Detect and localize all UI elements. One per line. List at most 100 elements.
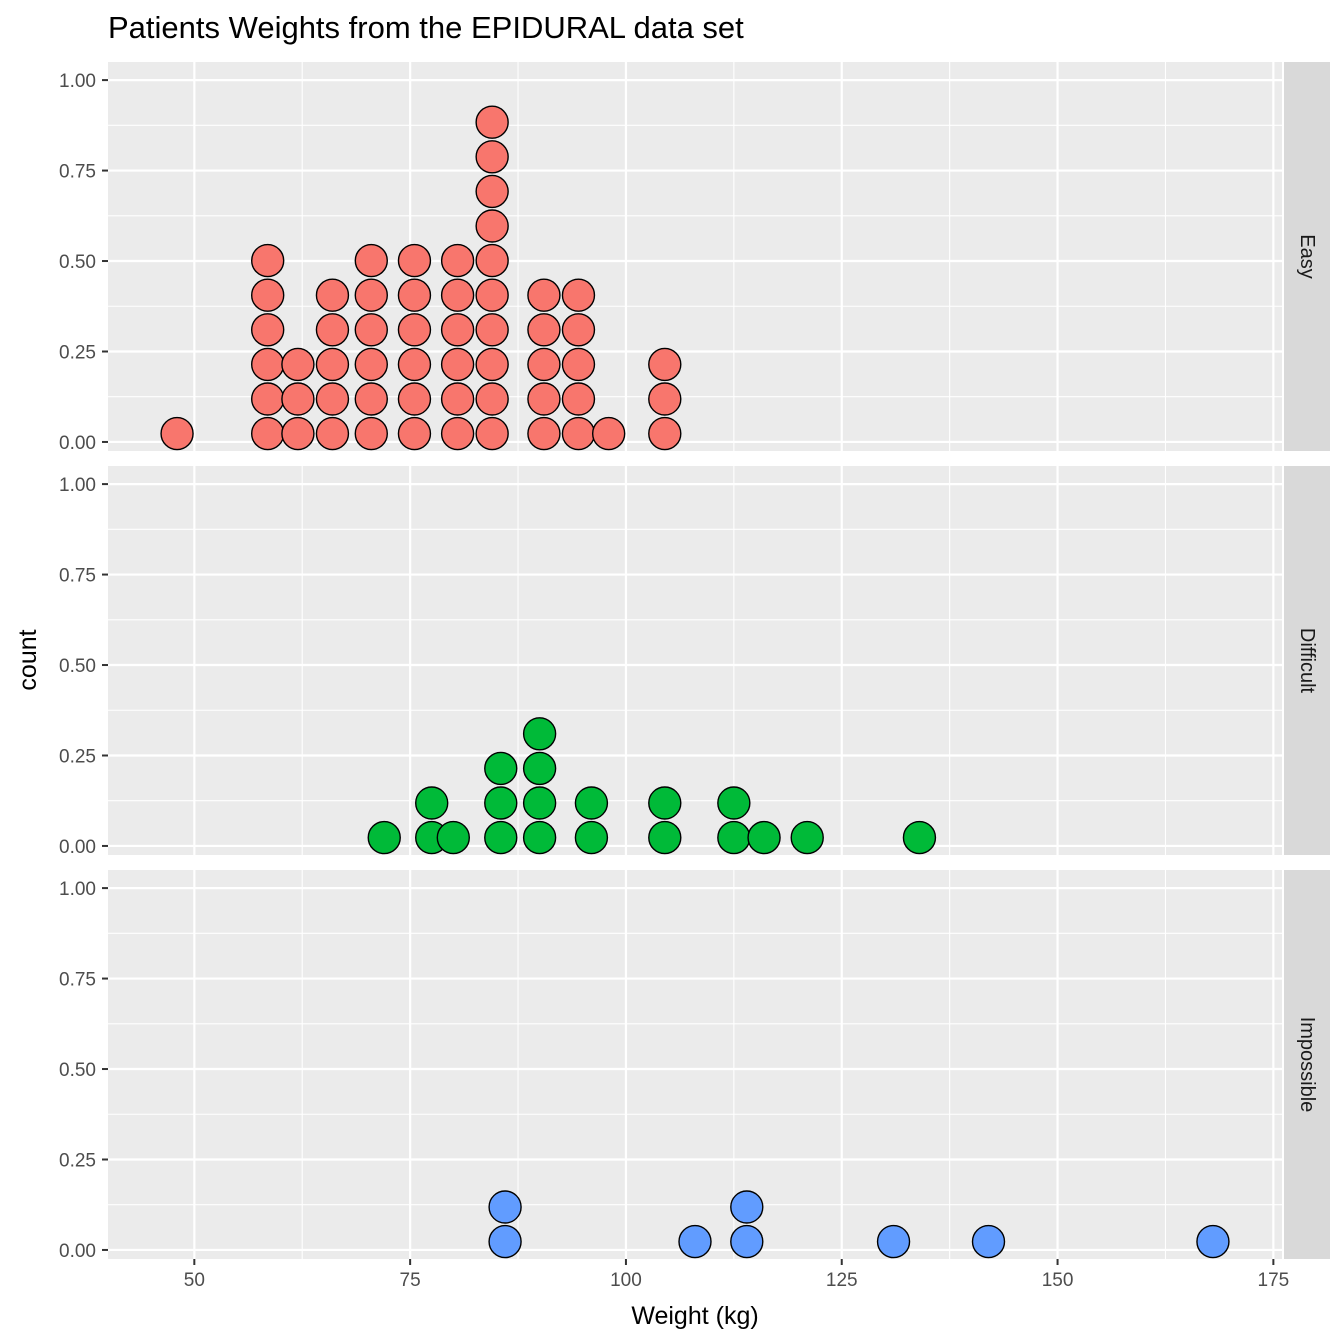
y-tick-label: 0.75 bbox=[59, 970, 96, 991]
panels-layer: 0.00 0.25 0.50 0.75 1.00 Easy 0.00 0.25 0.50 0.75… bbox=[59, 62, 1330, 1262]
data-dot bbox=[488, 1190, 522, 1224]
data-dot bbox=[527, 278, 561, 312]
data-dot bbox=[354, 243, 388, 278]
data-dot bbox=[475, 382, 509, 416]
y-tick-label: 0.00 bbox=[59, 837, 96, 858]
data-dot bbox=[397, 347, 432, 382]
data-dot bbox=[902, 820, 937, 855]
data-dot bbox=[315, 416, 350, 451]
data-dot bbox=[648, 382, 682, 416]
facet-panel-difficult: 0.00 0.25 0.50 0.75 1.00 Difficult bbox=[59, 466, 1330, 858]
y-tick-label: 1.00 bbox=[59, 71, 96, 92]
data-dot bbox=[250, 278, 285, 312]
facet-strip-label: Impossible bbox=[1296, 1017, 1318, 1113]
data-dot bbox=[250, 416, 285, 451]
data-dot bbox=[250, 243, 285, 278]
data-dot bbox=[475, 209, 509, 243]
data-dot bbox=[678, 1224, 712, 1259]
data-dot bbox=[747, 820, 781, 855]
data-dot bbox=[440, 382, 475, 416]
facet-strip-impossible bbox=[1284, 870, 1330, 1259]
data-dot bbox=[397, 313, 432, 347]
data-dot bbox=[717, 820, 751, 855]
panel-background bbox=[108, 870, 1282, 1259]
data-dot bbox=[475, 347, 509, 382]
data-dot bbox=[281, 347, 315, 382]
data-dot bbox=[475, 105, 509, 139]
data-dot bbox=[397, 382, 432, 416]
data-dot bbox=[475, 416, 509, 451]
x-tick-label: 75 bbox=[400, 1270, 421, 1291]
facet-strip-label: Easy bbox=[1296, 234, 1318, 278]
data-dot bbox=[160, 416, 194, 451]
data-dot bbox=[648, 347, 682, 382]
data-dot bbox=[315, 313, 350, 347]
facet-panel-impossible: 0.00 0.25 0.50 0.75 1.00 Impossible bbox=[59, 870, 1330, 1262]
data-dot bbox=[484, 786, 518, 820]
data-dot bbox=[397, 278, 432, 312]
y-tick-label: 1.00 bbox=[59, 475, 96, 496]
x-tick-label: 175 bbox=[1258, 1270, 1290, 1291]
y-tick-label: 0.00 bbox=[59, 1241, 96, 1262]
facet-strip-difficult bbox=[1284, 466, 1330, 855]
data-dot bbox=[522, 751, 557, 786]
data-dot bbox=[484, 820, 518, 855]
x-axis-title: Weight (kg) bbox=[631, 1302, 758, 1330]
data-dot bbox=[561, 278, 596, 312]
data-dot bbox=[527, 313, 561, 347]
data-dot bbox=[527, 347, 561, 382]
data-dot bbox=[250, 313, 285, 347]
y-tick-label: 0.75 bbox=[59, 162, 96, 183]
data-dot bbox=[475, 140, 509, 174]
data-dot bbox=[484, 751, 518, 786]
data-dot bbox=[522, 717, 557, 751]
data-dot bbox=[475, 243, 509, 278]
y-tick-label: 0.25 bbox=[59, 342, 96, 363]
data-dot bbox=[440, 243, 475, 278]
y-tick-label: 0.00 bbox=[59, 433, 96, 454]
data-dot bbox=[354, 382, 388, 416]
facet-panel-easy: 0.00 0.25 0.50 0.75 1.00 Easy bbox=[59, 62, 1330, 454]
data-dot bbox=[488, 1224, 522, 1259]
data-dot bbox=[561, 347, 596, 382]
data-dot bbox=[436, 820, 470, 855]
data-dot bbox=[648, 786, 682, 820]
data-dot bbox=[354, 278, 388, 312]
data-dot bbox=[730, 1224, 764, 1259]
data-dot bbox=[561, 313, 596, 347]
x-tick-label: 100 bbox=[610, 1270, 642, 1291]
data-dot bbox=[281, 416, 315, 451]
y-axis-title: count bbox=[14, 629, 42, 690]
data-dot bbox=[440, 313, 475, 347]
data-dot bbox=[315, 382, 350, 416]
data-dot bbox=[730, 1190, 764, 1224]
data-dot bbox=[475, 313, 509, 347]
y-tick-label: 0.50 bbox=[59, 252, 96, 273]
data-dot bbox=[561, 416, 596, 451]
data-dot bbox=[475, 174, 509, 209]
data-dot bbox=[574, 820, 609, 855]
data-dot bbox=[561, 382, 596, 416]
data-dot bbox=[250, 347, 285, 382]
data-dot bbox=[281, 382, 315, 416]
x-tick-label: 125 bbox=[826, 1270, 858, 1291]
data-dot bbox=[648, 820, 682, 855]
x-tick-label: 150 bbox=[1042, 1270, 1074, 1291]
data-dot bbox=[315, 278, 350, 312]
data-dot bbox=[354, 347, 388, 382]
panel-background bbox=[108, 466, 1282, 855]
data-dot bbox=[876, 1224, 911, 1259]
y-tick-label: 1.00 bbox=[59, 879, 96, 900]
data-dot bbox=[522, 820, 557, 855]
data-dot bbox=[367, 820, 401, 855]
facet-strip-easy bbox=[1284, 62, 1330, 451]
data-dot bbox=[574, 786, 609, 820]
data-dot bbox=[1196, 1224, 1230, 1259]
data-dot bbox=[440, 347, 475, 382]
data-dot bbox=[354, 313, 388, 347]
facet-strip-label: Difficult bbox=[1296, 628, 1318, 694]
data-dot bbox=[415, 786, 449, 820]
y-tick-label: 0.50 bbox=[59, 1060, 96, 1081]
data-dot bbox=[440, 278, 475, 312]
